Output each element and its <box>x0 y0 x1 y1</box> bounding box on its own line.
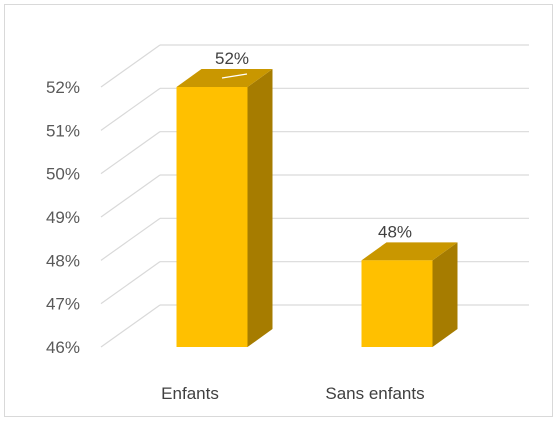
gridlines <box>100 44 529 348</box>
data-label-leader <box>221 73 248 79</box>
gridline-depth <box>100 261 161 305</box>
gridline-depth <box>100 87 161 131</box>
gridline-depth <box>100 174 161 218</box>
y-tick-label: 52% <box>46 78 80 97</box>
gridline-depth <box>100 44 161 88</box>
y-tick-label: 50% <box>46 165 80 184</box>
bars <box>176 69 458 347</box>
category-labels: Enfants Sans enfants <box>161 384 424 403</box>
gridline-depth <box>100 304 161 348</box>
y-tick-label: 51% <box>46 121 80 140</box>
bar-side-face <box>432 242 458 347</box>
x-category-label: Enfants <box>161 384 219 403</box>
data-label: 48% <box>378 222 412 241</box>
bar-top-face <box>361 242 458 261</box>
y-tick-label: 47% <box>46 295 80 314</box>
y-tick-label: 48% <box>46 251 80 270</box>
bar-2 <box>361 242 458 347</box>
bar-front-face <box>176 87 248 347</box>
data-label: 52% <box>215 49 249 68</box>
chart-frame <box>4 4 553 417</box>
y-tick-label: 46% <box>46 338 80 357</box>
bar-1 <box>176 69 273 347</box>
y-tick-label: 49% <box>46 208 80 227</box>
x-category-label: Sans enfants <box>325 384 424 403</box>
gridline-depth <box>100 131 161 175</box>
bar-side-face <box>247 69 273 347</box>
data-labels: 52% 48% <box>215 49 412 241</box>
gridline-depth <box>100 217 161 261</box>
y-axis-tick-labels: 46% 47% 48% 49% 50% 51% 52% <box>46 78 80 357</box>
bar-front-face <box>361 260 433 347</box>
